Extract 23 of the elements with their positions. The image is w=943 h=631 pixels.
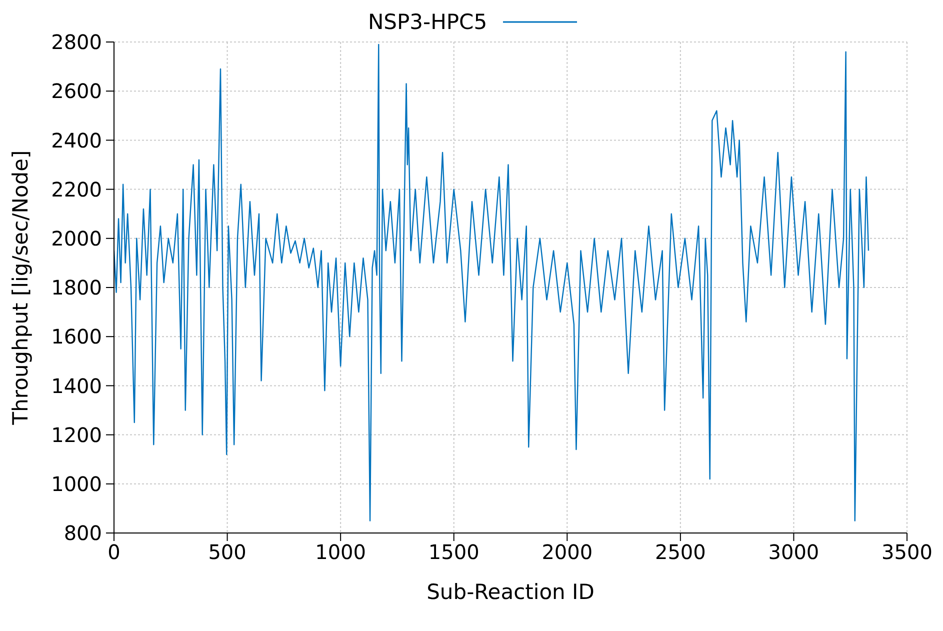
x-tick-label: 3000 [768, 540, 820, 564]
y-axis-title: Throughput [lig/sec/Node] [8, 150, 32, 426]
x-tick-label: 0 [108, 540, 120, 564]
x-tick-label: 1500 [428, 540, 480, 564]
line-series [114, 44, 870, 522]
x-tick-label: 2000 [542, 540, 593, 564]
y-tick-label: 2000 [51, 226, 102, 250]
y-tick-label: 2400 [51, 128, 102, 152]
x-tick-label: 3500 [882, 540, 932, 564]
y-tick-label: 2600 [51, 79, 102, 104]
x-tick-label: 1000 [315, 540, 366, 564]
y-tick-label: 1000 [51, 472, 102, 496]
x-tick-label: 500 [208, 540, 246, 564]
x-axis-title: Sub-Reaction ID [426, 580, 594, 604]
y-tick-label: 800 [64, 521, 102, 546]
y-tick-label: 2200 [51, 177, 102, 202]
x-tick-label: 2500 [654, 540, 706, 564]
y-tick-label: 1400 [51, 374, 102, 398]
y-tick-label: 1800 [51, 276, 102, 300]
y-tick-label: 1600 [51, 324, 102, 349]
y-tick-label: 1200 [51, 422, 102, 447]
y-tick-label: 2800 [51, 30, 102, 54]
legend-label: NSP3-HPC5 [368, 10, 488, 34]
